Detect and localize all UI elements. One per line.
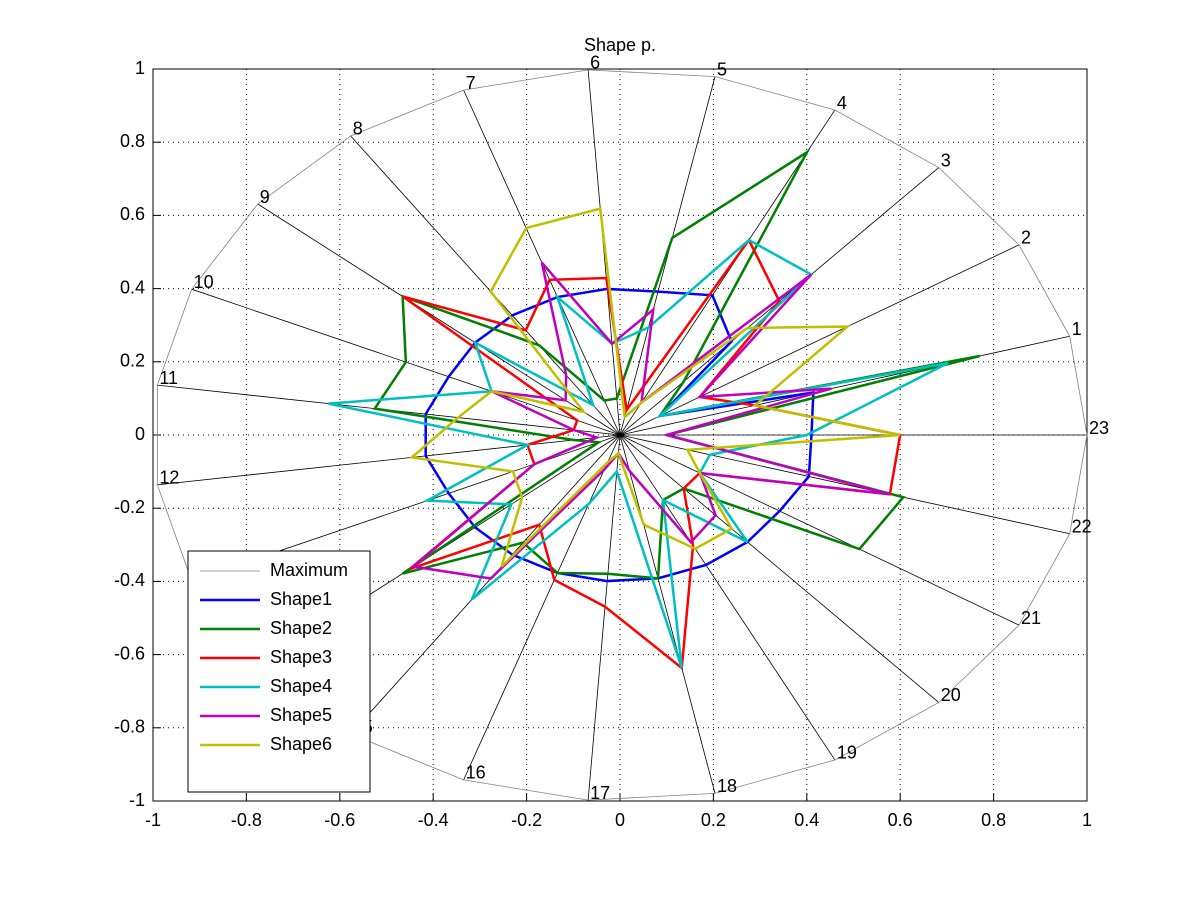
x-tick-label: 0.4 [794,810,819,830]
category-label: 5 [717,59,727,79]
spoke [619,76,716,436]
x-tick-label: 0.2 [701,810,726,830]
series-line [401,237,902,671]
y-tick-label: 0 [135,424,145,444]
y-tick-label: -0.6 [114,643,145,663]
spoke [157,434,621,486]
spoke [587,69,621,436]
spoke [350,135,621,436]
legend-label: Shape2 [270,618,332,638]
y-tick-label: -1 [129,790,145,810]
y-tick-label: -0.2 [114,497,145,517]
category-label: 18 [717,776,737,796]
legend-box [187,550,371,793]
spoke [619,335,1070,436]
category-label: 10 [194,272,214,292]
legend-label: Shape1 [270,589,332,609]
category-label: 8 [353,119,363,139]
series-line [156,69,1088,801]
legend-label: Shape6 [270,734,332,754]
x-tick-label: -0.2 [511,810,542,830]
spoke [257,203,621,436]
spoke [619,434,836,761]
spoke [619,434,1070,535]
x-tick-label: -1 [145,810,161,830]
category-label: 16 [466,763,486,783]
category-label: 17 [590,783,610,803]
spoke [619,434,1020,626]
y-tick-label: -0.8 [114,717,145,737]
category-label: 9 [260,187,270,207]
spoke [619,434,940,703]
legend-label: Shape5 [270,705,332,725]
category-label: 2 [1021,228,1031,248]
spoke [587,434,621,801]
x-tick-label: 1 [1082,810,1092,830]
legend: Maximum Shape1 Shape2 Shape3 Shape4 Shape5 Sha… [187,550,371,793]
category-label: 7 [466,73,476,93]
chart-title: Shape p. [584,35,656,55]
category-label: 4 [837,93,847,113]
spoke [619,244,1020,436]
legend-label: Shape3 [270,647,332,667]
category-label: 19 [837,743,857,763]
y-tick-label: 0.4 [120,277,145,297]
x-tick-label: -0.4 [418,810,449,830]
category-label: 21 [1021,608,1041,628]
x-tick-label: 0 [615,810,625,830]
y-tick-label: 0.6 [120,204,145,224]
category-label: 11 [159,368,178,388]
y-tick-label: 0.8 [120,131,145,151]
series-line [410,261,891,580]
x-tick-label: -0.8 [231,810,262,830]
y-tick-label: 1 [135,58,145,78]
series-line [408,207,901,568]
spoke [619,109,836,436]
spoke [619,434,716,794]
category-label: 22 [1072,516,1092,536]
legend-label: Shape4 [270,676,332,696]
category-label: 3 [941,150,951,170]
category-label: 1 [1072,319,1082,339]
x-tick-label: 0.8 [981,810,1006,830]
category-label: 23 [1089,418,1109,438]
y-tick-label: 0.2 [120,351,145,371]
legend-label: Maximum [270,560,348,580]
series-line [328,238,949,669]
spoke [463,434,621,781]
x-tick-label: 0.6 [888,810,913,830]
x-tick-label: -0.6 [324,810,355,830]
spoke [350,434,621,735]
category-label: 20 [941,685,961,705]
category-label: 12 [159,468,179,488]
series-line [424,287,815,583]
y-tick-label: -0.4 [114,570,145,590]
category-label: 6 [590,53,600,73]
